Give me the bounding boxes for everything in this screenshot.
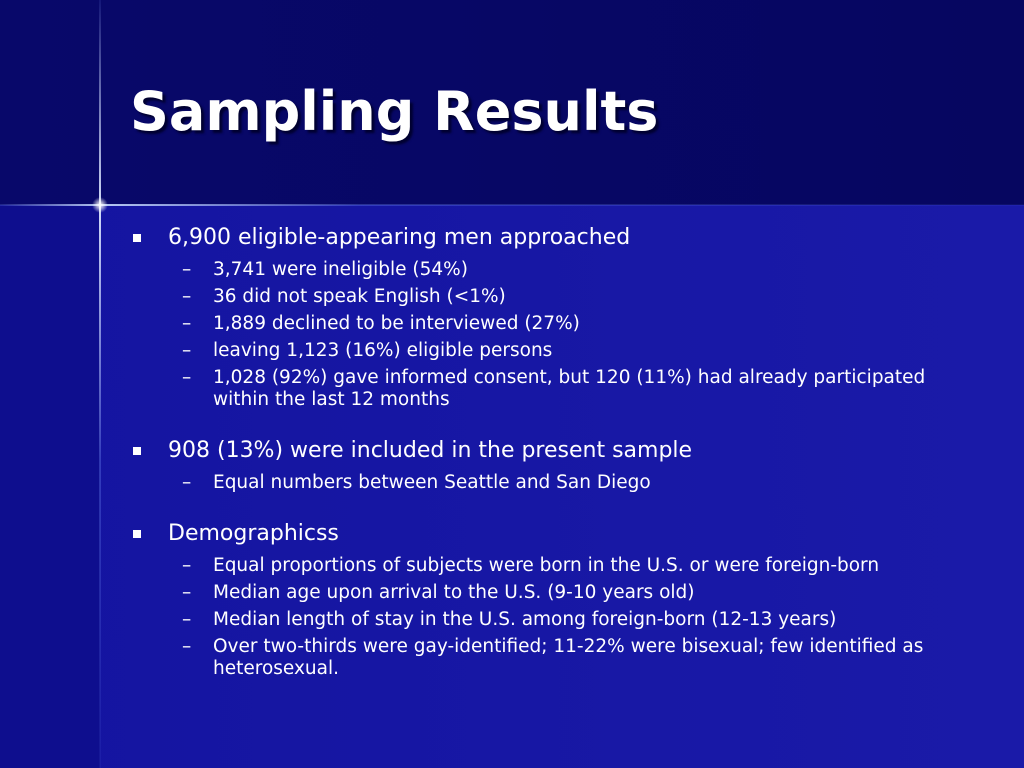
bullet-list: 6,900 eligible-appearing men approached 3… [130, 222, 980, 704]
sparkle [92, 197, 108, 213]
bullet-group: 6,900 eligible-appearing men approached 3… [130, 222, 980, 411]
sub-bullet: Equal proportions of subjects were born … [182, 555, 880, 576]
dash-marker: – [182, 472, 192, 493]
bullet-group: Demographicss Equal proportions of subjec… [130, 518, 980, 680]
sub-bullet: Over two-thirds were gay-identified; 11-… [182, 636, 924, 679]
dash-marker: – [182, 636, 192, 657]
dash-marker: – [182, 609, 192, 630]
dash-marker: – [182, 367, 192, 388]
dash-marker: – [182, 286, 192, 307]
sub-bullet: 3,741 were ineligible (54%) – [182, 259, 468, 280]
sub-bullet: Median age upon arrival to the U.S. (9-1… [182, 582, 695, 603]
bullet: Demographicss [130, 518, 980, 550]
bullet: 908 (13%) were included in the present s… [130, 435, 980, 467]
slide-title: Sampling Results [130, 80, 659, 143]
vertical-line [99, 0, 101, 768]
sub-bullet: 36 did not speak English (<1%) – [182, 286, 506, 307]
divider-line [0, 204, 1024, 206]
dash-marker: – [182, 555, 192, 576]
left-band [0, 205, 100, 768]
bullet-group: 908 (13%) were included in the present s… [130, 435, 980, 494]
sub-bullet: Equal numbers between Seattle and San Di… [182, 472, 651, 493]
sub-bullet: leaving 1,123 (16%) eligible persons – [182, 340, 553, 361]
dash-marker: – [182, 340, 192, 361]
dash-marker: – [182, 259, 192, 280]
sub-bullet: 1,028 (92%) gave informed consent, but 1… [182, 367, 926, 410]
header-band [0, 0, 1024, 205]
sub-bullet: Median length of stay in the U.S. among … [182, 609, 837, 630]
dash-marker: – [182, 582, 192, 603]
bullet: 6,900 eligible-appearing men approached [130, 222, 980, 254]
dash-marker: – [182, 313, 192, 334]
sub-bullet: 1,889 declined to be interviewed (27%) – [182, 313, 580, 334]
